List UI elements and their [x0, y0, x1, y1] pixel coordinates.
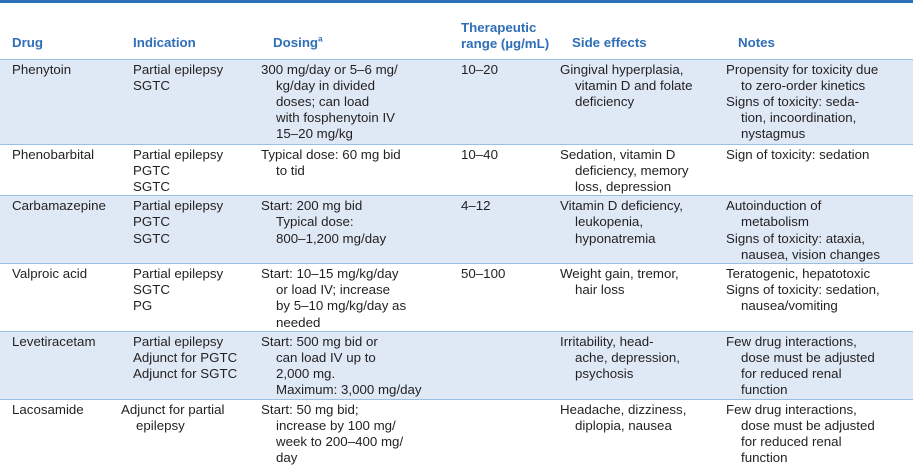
- top-rule-accent: [0, 0, 107, 3]
- dosing-footnote-marker: a: [318, 34, 323, 44]
- header-row: Drug Indication Dosinga Therapeutic rang…: [0, 3, 913, 59]
- cell-dosing: Start: 10–15 mg/kg/day or load IV; incre…: [261, 265, 407, 330]
- cell-dosing: Start: 50 mg bid; increase by 100 mg/ we…: [261, 401, 404, 466]
- header-notes: Notes: [738, 35, 775, 51]
- note-item: Sign of toxicity: sedation: [726, 146, 870, 162]
- cell-indication: Partial epilepsy SGTC: [133, 61, 224, 93]
- cell-dosing: Start: 500 mg bid or can load IV up to 2…: [261, 333, 422, 398]
- cell-drug: Phenobarbital: [12, 146, 95, 162]
- cell-drug: Valproic acid: [12, 265, 88, 281]
- note-item: Few drug interactions, dose must be adju…: [726, 401, 875, 466]
- cell-indication: Partial epilepsy PGTC SGTC: [133, 198, 224, 246]
- cell-side-effects: Headache, dizziness, diplopia, nausea: [560, 401, 687, 433]
- cell-dosing: Typical dose: 60 mg bid to tid: [261, 146, 401, 178]
- note-item: Signs of toxicity: sedation, nausea/vomi…: [726, 282, 880, 314]
- cell-notes: Teratogenic, hepatotoxic Signs of toxici…: [726, 263, 913, 331]
- header-drug: Drug: [12, 35, 44, 51]
- cell-therapeutic-range: 10–40: [461, 146, 498, 162]
- table-row: Phenytoin Partial epilepsy SGTC 300 mg/d…: [0, 59, 913, 144]
- cell-therapeutic-range: 10–20: [461, 61, 498, 77]
- table-row: Carbamazepine Partial epilepsy PGTC SGTC…: [0, 195, 913, 264]
- note-item: Few drug interactions, dose must be adju…: [726, 333, 875, 398]
- cell-therapeutic-range: 4–12: [461, 198, 491, 214]
- header-indication: Indication: [133, 35, 196, 51]
- table-row: Phenobarbital Partial epilepsy PGTC SGTC…: [0, 144, 913, 196]
- cell-side-effects: Vitamin D deficiency, leukopenia, hypona…: [560, 198, 683, 246]
- cell-notes: Few drug interactions, dose must be adju…: [726, 399, 913, 468]
- cell-indication: Partial epilepsy Adjunct for PGTC Adjunc…: [133, 333, 238, 382]
- note-item: Propensity for toxicity due to zero-orde…: [726, 61, 879, 93]
- header-therapeutic-range: Therapeutic range (µg/mL): [461, 19, 550, 51]
- top-rule: [0, 0, 913, 3]
- cell-indication: Partial epilepsy SGTC PG: [133, 265, 224, 314]
- note-item: Signs of toxicity: ataxia, nausea, visio…: [726, 230, 880, 262]
- table-row: Lacosamide Adjunct for partial epilepsy …: [0, 399, 913, 468]
- cell-dosing: 300 mg/day or 5–6 mg/ kg/day in divided …: [261, 61, 398, 142]
- cell-notes: Few drug interactions, dose must be adju…: [726, 331, 913, 399]
- note-item: Signs of toxicity: seda- tion, incoordin…: [726, 93, 860, 142]
- cell-drug: Phenytoin: [12, 61, 72, 77]
- cell-indication: Partial epilepsy PGTC SGTC: [133, 146, 224, 194]
- cell-side-effects: Weight gain, tremor, hair loss: [560, 265, 679, 298]
- cell-dosing: Start: 200 mg bid Typical dose: 800–1,20…: [261, 198, 387, 246]
- antiepileptic-drug-table: Drug Indication Dosinga Therapeutic rang…: [0, 3, 913, 468]
- cell-therapeutic-range: [449, 331, 560, 399]
- cell-therapeutic-range: 50–100: [461, 265, 506, 281]
- cell-side-effects: Gingival hyperplasia, vitamin D and fola…: [560, 61, 693, 109]
- cell-therapeutic-range: [449, 399, 560, 468]
- cell-notes: Autoinduction of metabolism Signs of tox…: [726, 196, 913, 264]
- cell-notes: Propensity for toxicity due to zero-orde…: [726, 59, 913, 144]
- cell-drug: Lacosamide: [12, 401, 84, 417]
- table-row: Valproic acid Partial epilepsy SGTC PG S…: [0, 263, 913, 332]
- header-dosing: Dosinga: [273, 34, 323, 51]
- cell-drug: Levetiracetam: [12, 333, 96, 349]
- cell-indication: Adjunct for partial epilepsy: [121, 401, 225, 433]
- table-row: Levetiracetam Partial epilepsy Adjunct f…: [0, 331, 913, 400]
- cell-drug: Carbamazepine: [12, 198, 106, 214]
- cell-notes: Sign of toxicity: sedation: [726, 144, 913, 196]
- cell-side-effects: Irritability, head- ache, depression, ps…: [560, 333, 680, 382]
- note-item: Teratogenic, hepatotoxic: [726, 265, 871, 281]
- note-item: Autoinduction of metabolism: [726, 198, 822, 230]
- cell-side-effects: Sedation, vitamin D deficiency, memory l…: [560, 146, 689, 194]
- header-side-effects: Side effects: [572, 35, 647, 51]
